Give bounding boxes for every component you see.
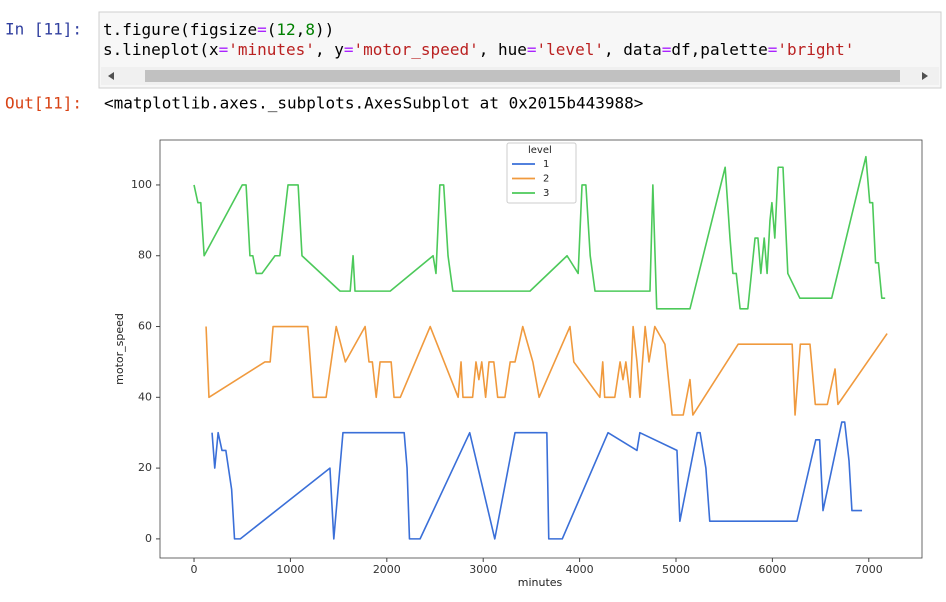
x-axis-label: minutes [518, 576, 563, 589]
code-token: df,palette [671, 40, 767, 59]
code: t.figure(figsize=(12,8))s.lineplot(x='mi… [103, 20, 854, 59]
legend-label: 3 [543, 188, 549, 199]
code-token: 'minutes' [228, 40, 315, 59]
code-token: , hue [479, 40, 527, 59]
y-tick-label: 60 [138, 320, 152, 333]
prompt-out: Out[11]: [5, 94, 82, 113]
x-tick-label: 6000 [758, 563, 786, 576]
code-token: = [768, 40, 778, 59]
code-token: s.lineplot(x [103, 40, 219, 59]
code-token: = [662, 40, 672, 59]
code-token: = [527, 40, 537, 59]
y-axis-label: motor_speed [113, 313, 126, 385]
prompt-in: In [11]: [5, 20, 82, 39]
code-token: 'level' [537, 40, 604, 59]
code-token: , data [604, 40, 662, 59]
output-text: <matplotlib.axes._subplots.AxesSubplot a… [104, 94, 643, 113]
legend-label: 1 [543, 159, 549, 170]
y-tick-label: 40 [138, 390, 152, 403]
code-token: = [257, 20, 267, 39]
code-line: s.lineplot(x='minutes', y='motor_speed',… [103, 40, 854, 59]
code-token: 'motor_speed' [353, 40, 478, 59]
x-tick-label: 3000 [469, 563, 497, 576]
code-token: t.figure(figsize [103, 20, 257, 39]
code-token: 'bright' [777, 40, 854, 59]
code-token: 8 [305, 20, 315, 39]
code-token: )) [315, 20, 334, 39]
code-token: 12 [276, 20, 295, 39]
series-line [205, 325, 888, 416]
scroll-right[interactable] [922, 72, 928, 80]
code-token: = [219, 40, 229, 59]
y-tick-label: 100 [131, 178, 152, 191]
scroll-thumb[interactable] [145, 70, 900, 82]
code-token: = [344, 40, 354, 59]
x-tick-label: 2000 [373, 563, 401, 576]
code-line: t.figure(figsize=(12,8)) [103, 20, 334, 39]
y-tick-label: 80 [138, 249, 152, 262]
x-tick-label: 4000 [566, 563, 594, 576]
code-token: , [296, 20, 306, 39]
legend-box [506, 142, 577, 204]
legend-title: level [528, 145, 552, 156]
scroll-left[interactable] [108, 72, 114, 80]
legend-label: 2 [543, 174, 549, 185]
x-tick-label: 5000 [662, 563, 690, 576]
axes-frame [159, 139, 923, 559]
series-line [211, 421, 863, 540]
x-tick-label: 0 [191, 563, 198, 576]
series-line [193, 155, 886, 310]
code-token: ( [267, 20, 277, 39]
x-tick-label: 1000 [276, 563, 304, 576]
y-tick-label: 20 [138, 461, 152, 474]
y-tick-label: 0 [145, 532, 152, 545]
x-tick-label: 7000 [855, 563, 883, 576]
code-token: , y [315, 40, 344, 59]
